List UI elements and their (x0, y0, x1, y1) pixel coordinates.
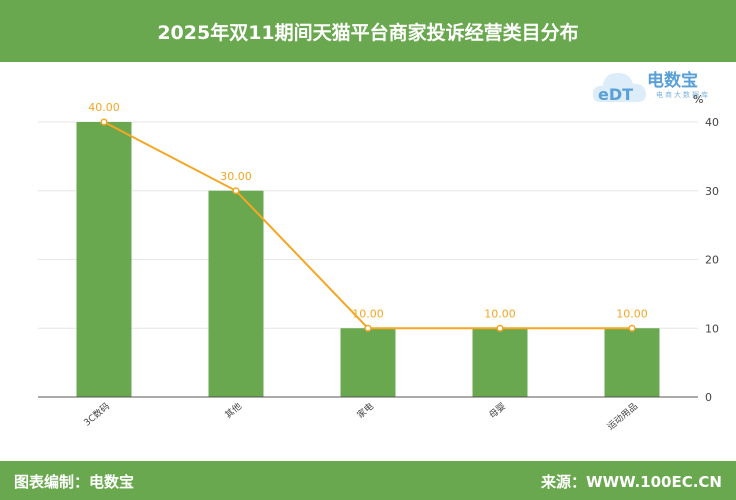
x-axis: 3C数码 其他 家电 母婴 运动用品 (38, 396, 698, 433)
logo-subtitle: 电商大数据库 (656, 91, 710, 99)
chart-title: 2025年双11期间天猫平台商家投诉经营类目分布 (157, 21, 579, 44)
line-path (103, 121, 632, 330)
y-tick-label: 40 (705, 116, 719, 129)
brand-logo: eDT 电数宝 电商大数据库 (590, 60, 725, 112)
data-label: 10.00 (484, 307, 516, 320)
bar (472, 328, 528, 397)
bar (340, 328, 396, 397)
chart-footer: 图表编制：电数宝 来源：WWW.100EC.CN (0, 461, 736, 500)
y-axis: 0 10 20 30 40 (705, 116, 719, 404)
line-point (232, 187, 240, 195)
line-point (628, 324, 636, 332)
bar (604, 328, 660, 397)
data-label: 10.00 (616, 307, 648, 320)
x-tick-label: 3C数码 (81, 400, 112, 428)
bar (76, 122, 132, 397)
bar-series (76, 122, 660, 397)
y-tick-label: 30 (705, 185, 719, 198)
line-point (364, 324, 372, 332)
x-tick-label: 运动用品 (605, 401, 640, 433)
y-tick-label: 10 (705, 322, 719, 335)
cloud-logo-icon: eDT (592, 73, 646, 104)
footer-credit: 图表编制：电数宝 (14, 473, 135, 491)
line-point (100, 118, 108, 126)
y-axis-unit: % (693, 93, 704, 106)
footer-source: 来源：WWW.100EC.CN (541, 473, 722, 491)
x-tick-label: 母婴 (487, 401, 508, 421)
data-labels: 40.00 30.00 10.00 10.00 10.00 (88, 101, 648, 320)
data-label: 40.00 (88, 101, 120, 114)
data-label: 10.00 (352, 307, 384, 320)
y-tick-label: 0 (705, 391, 712, 404)
line-point (496, 324, 504, 332)
grid-lines (38, 121, 698, 329)
x-tick-label: 家电 (354, 400, 376, 421)
line-series (100, 118, 636, 332)
x-tick-label: 其他 (222, 400, 244, 421)
data-label: 30.00 (220, 170, 252, 183)
y-tick-label: 20 (705, 254, 719, 267)
chart-header: 2025年双11期间天猫平台商家投诉经营类目分布 (0, 0, 736, 62)
logo-name: 电数宝 (647, 71, 698, 91)
logo-mark: eDT (598, 85, 633, 104)
bar (208, 190, 264, 397)
